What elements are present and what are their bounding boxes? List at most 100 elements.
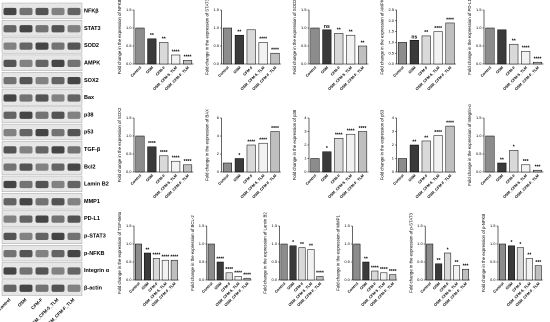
significance-label: **** bbox=[172, 49, 180, 55]
bar bbox=[433, 135, 443, 173]
significance-label: *** bbox=[523, 159, 529, 165]
blot-band bbox=[51, 146, 65, 154]
x-tick-label: CFM-F bbox=[220, 281, 232, 293]
significance-label: * bbox=[510, 240, 512, 246]
y-axis-label: Fold change in the expression of Lamin B… bbox=[263, 212, 268, 294]
bar bbox=[246, 144, 256, 173]
bar bbox=[453, 265, 461, 281]
significance-label: ** bbox=[309, 244, 313, 250]
blot-band bbox=[35, 111, 49, 119]
x-tick-label: Control bbox=[130, 174, 142, 186]
x-tick-label: OSM bbox=[359, 282, 368, 291]
y-tick-label: 0.0 bbox=[213, 61, 219, 66]
significance-label: **** bbox=[259, 138, 267, 144]
x-tick-label: Control bbox=[217, 174, 229, 186]
y-tick-label: 1.0 bbox=[272, 241, 278, 246]
y-axis-label: Fold change in the expression of STAT3 bbox=[205, 0, 210, 75]
bar bbox=[246, 29, 256, 65]
x-tick-label: OSM bbox=[505, 282, 514, 291]
bar bbox=[147, 146, 157, 173]
y-tick-label: 1.0 bbox=[213, 25, 219, 30]
significance-label: **** bbox=[446, 120, 454, 126]
blot-band bbox=[35, 284, 49, 292]
blot-band bbox=[51, 128, 65, 137]
blot-band bbox=[35, 146, 49, 154]
significance-label: * bbox=[238, 153, 240, 159]
bar bbox=[135, 243, 142, 281]
x-tick-label: OSM_CFM-F_TLM bbox=[252, 66, 278, 92]
y-tick-label: 3 bbox=[392, 129, 395, 134]
x-tick-label: OSM_CFM-F_TLM bbox=[427, 174, 453, 200]
protein-label: Integrin α bbox=[84, 268, 110, 274]
y-tick-label: 0.5 bbox=[476, 43, 482, 48]
x-tick-label: CFM-F bbox=[505, 173, 517, 185]
blot-band bbox=[51, 25, 65, 33]
blot-band bbox=[3, 42, 17, 50]
blot-band bbox=[3, 94, 17, 102]
bar bbox=[509, 43, 519, 65]
bar bbox=[310, 27, 320, 65]
blot-band bbox=[19, 215, 33, 223]
protein-label: SOD2 bbox=[84, 43, 99, 49]
y-tick-label: 1.0 bbox=[417, 241, 423, 246]
x-tick-label: OSM bbox=[233, 66, 242, 75]
significance-label: * bbox=[513, 145, 515, 151]
blot-band bbox=[19, 198, 33, 206]
bar bbox=[525, 258, 533, 281]
y-axis-label: Fold change in the expression of p-NFKB bbox=[481, 214, 486, 293]
lane-label: Control bbox=[0, 297, 12, 312]
y-tick-label: 0.5 bbox=[417, 259, 423, 264]
y-axis-label: Fold change in the expression of BAX bbox=[205, 109, 210, 181]
bar bbox=[421, 35, 431, 65]
blot-band bbox=[51, 250, 65, 258]
y-axis-label: Fold change in the expression of SOX2 bbox=[117, 107, 122, 182]
x-tick-label: Control bbox=[420, 282, 432, 294]
blot-band bbox=[67, 77, 81, 85]
y-tick-label: 2 bbox=[392, 142, 395, 147]
blot-band bbox=[3, 25, 17, 33]
protein-label: PD-L1 bbox=[84, 216, 100, 222]
x-tick-label: OSM bbox=[408, 174, 417, 183]
bar bbox=[183, 60, 193, 65]
bar bbox=[516, 247, 524, 281]
significance-label: **** bbox=[161, 255, 169, 261]
x-tick-label: Control bbox=[305, 66, 317, 78]
bar bbox=[433, 31, 443, 65]
blot-band bbox=[67, 25, 81, 33]
bar bbox=[171, 160, 181, 173]
blot-band bbox=[3, 163, 17, 171]
bar bbox=[152, 258, 160, 281]
y-tick-label: 1.5 bbox=[344, 223, 350, 228]
blot-band bbox=[35, 250, 49, 258]
x-tick-label: CFM-F bbox=[512, 281, 524, 293]
blot-band bbox=[51, 215, 65, 223]
x-tick-label: Control bbox=[480, 66, 492, 78]
bar bbox=[289, 245, 297, 281]
y-tick-label: 1.5 bbox=[476, 7, 482, 12]
x-tick-label: Control bbox=[392, 66, 404, 78]
bar bbox=[159, 155, 169, 173]
protein-label: STAT3 bbox=[84, 26, 101, 32]
significance-label: **** bbox=[259, 37, 267, 43]
y-axis-label: Fold change in the expression of BCL-2 bbox=[190, 215, 195, 291]
blot-band bbox=[35, 267, 49, 275]
blot-band bbox=[51, 94, 65, 102]
bar bbox=[171, 54, 181, 65]
y-tick-label: 1.0 bbox=[476, 25, 482, 30]
x-tick-label: CFM-F bbox=[505, 65, 517, 77]
x-tick-label: CFM-F bbox=[148, 281, 160, 293]
y-tick-label: 1.5 bbox=[126, 223, 132, 228]
x-tick-label: OSM bbox=[432, 282, 441, 291]
protein-label: p-NFKB bbox=[84, 251, 104, 257]
x-tick-label: Control bbox=[217, 66, 229, 78]
y-tick-label: 1.0 bbox=[476, 133, 482, 138]
bar bbox=[409, 144, 419, 173]
bar bbox=[243, 277, 251, 281]
y-axis-label: Fold change in the expression of Integri… bbox=[467, 104, 472, 186]
bar bbox=[358, 131, 368, 173]
y-tick-label: 1.0 bbox=[126, 133, 132, 138]
protein-label: β-actin bbox=[84, 285, 103, 291]
bar bbox=[346, 133, 356, 173]
bar bbox=[216, 261, 224, 281]
bar bbox=[445, 22, 455, 65]
